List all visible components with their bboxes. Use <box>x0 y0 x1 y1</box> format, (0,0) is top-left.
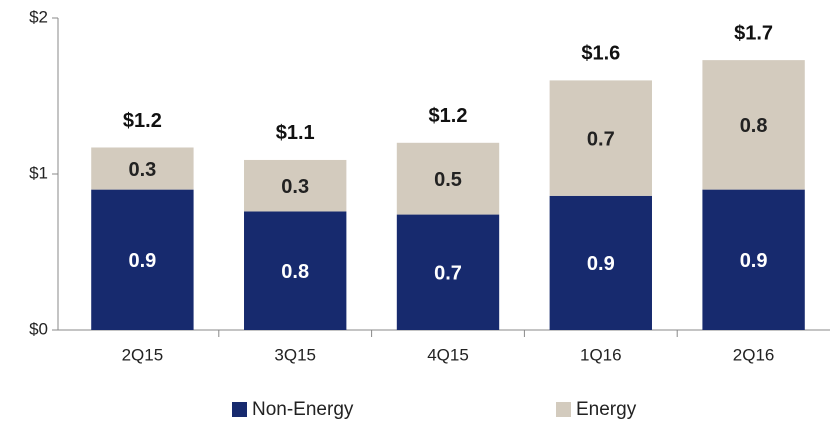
segment-label: 0.3 <box>128 159 156 181</box>
segment-label: 0.8 <box>281 261 309 283</box>
legend-label: Non-Energy <box>252 399 354 420</box>
segment-label: 0.9 <box>740 250 768 272</box>
segment-label: 0.9 <box>128 250 156 272</box>
segment-label: 0.8 <box>740 115 768 137</box>
legend-swatch <box>232 402 247 417</box>
x-tick-label: 2Q15 <box>122 345 164 364</box>
total-label: $1.2 <box>123 110 162 132</box>
x-tick-label: 1Q16 <box>580 345 622 364</box>
bar-segment <box>244 159 347 212</box>
y-tick-label: $0 <box>29 319 48 338</box>
total-label: $1.7 <box>734 22 773 44</box>
segment-label: 0.9 <box>587 253 615 275</box>
x-tick-label: 4Q15 <box>427 345 469 364</box>
y-tick-label: $2 <box>29 7 48 26</box>
legend-label: Energy <box>576 399 637 420</box>
bar-segment <box>244 211 347 330</box>
segment-label: 0.7 <box>434 263 462 285</box>
total-label: $1.1 <box>276 122 315 144</box>
legend-swatch <box>556 402 571 417</box>
x-tick-label: 2Q16 <box>733 345 775 364</box>
segment-label: 0.3 <box>281 176 309 198</box>
bar-segment <box>702 189 805 330</box>
bar-segment <box>91 147 194 190</box>
segment-label: 0.7 <box>587 128 615 150</box>
y-tick-label: $1 <box>29 163 48 182</box>
total-label: $1.6 <box>581 43 620 65</box>
x-tick-label: 3Q15 <box>274 345 316 364</box>
bar-segment <box>396 214 500 330</box>
total-label: $1.2 <box>429 105 468 127</box>
bar-segment <box>91 189 194 330</box>
bar-segment <box>549 80 652 196</box>
bar-segment <box>396 142 500 215</box>
bar-segment <box>549 195 652 330</box>
segment-label: 0.5 <box>434 169 462 191</box>
bar-segment <box>702 60 805 190</box>
